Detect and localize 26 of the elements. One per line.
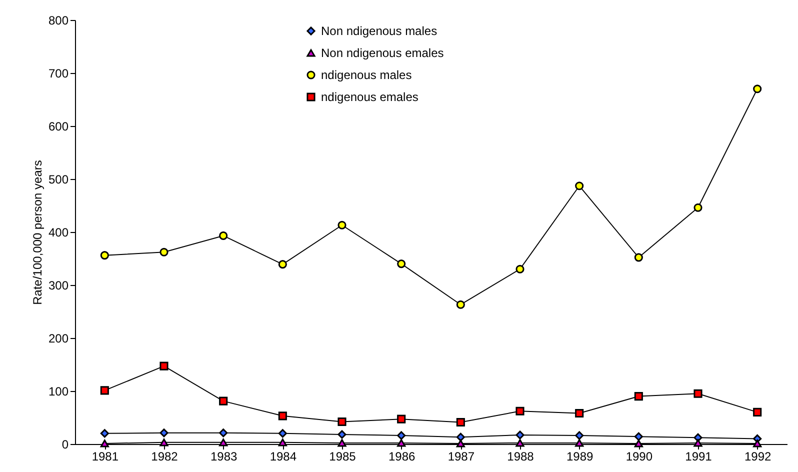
- x-tick-label: 1984: [270, 450, 297, 464]
- x-tick-label: 1992: [744, 450, 772, 464]
- x-tick-label: 1986: [388, 450, 416, 464]
- y-tick-label: 0: [62, 438, 69, 452]
- y-axis-title: Rate/100,000 person years: [30, 160, 44, 305]
- legend-label: ndigenous emales: [321, 90, 418, 104]
- x-tick-label: 1983: [210, 450, 238, 464]
- x-tick-label: 1982: [151, 450, 178, 464]
- y-tick-label: 600: [48, 120, 69, 134]
- y-tick-label: 400: [48, 226, 69, 240]
- legend-label: Non ndigenous males: [321, 24, 438, 38]
- y-tick-label: 300: [48, 278, 69, 292]
- x-tick-label: 1981: [92, 450, 119, 464]
- legend-label: ndigenous males: [321, 68, 412, 82]
- y-tick-label: 800: [48, 14, 69, 28]
- x-tick-label: 1989: [566, 450, 594, 464]
- x-tick-label: 1991: [685, 450, 712, 464]
- x-tick-label: 1987: [448, 450, 475, 464]
- legend-label: Non ndigenous emales: [321, 46, 444, 60]
- y-tick-label: 500: [48, 172, 69, 186]
- x-tick-label: 1988: [507, 450, 534, 464]
- y-tick-label: 100: [48, 384, 69, 398]
- x-tick-label: 1990: [626, 450, 653, 464]
- y-tick-label: 700: [48, 66, 69, 80]
- x-tick-label: 1985: [329, 450, 356, 464]
- y-tick-label: 200: [48, 332, 69, 346]
